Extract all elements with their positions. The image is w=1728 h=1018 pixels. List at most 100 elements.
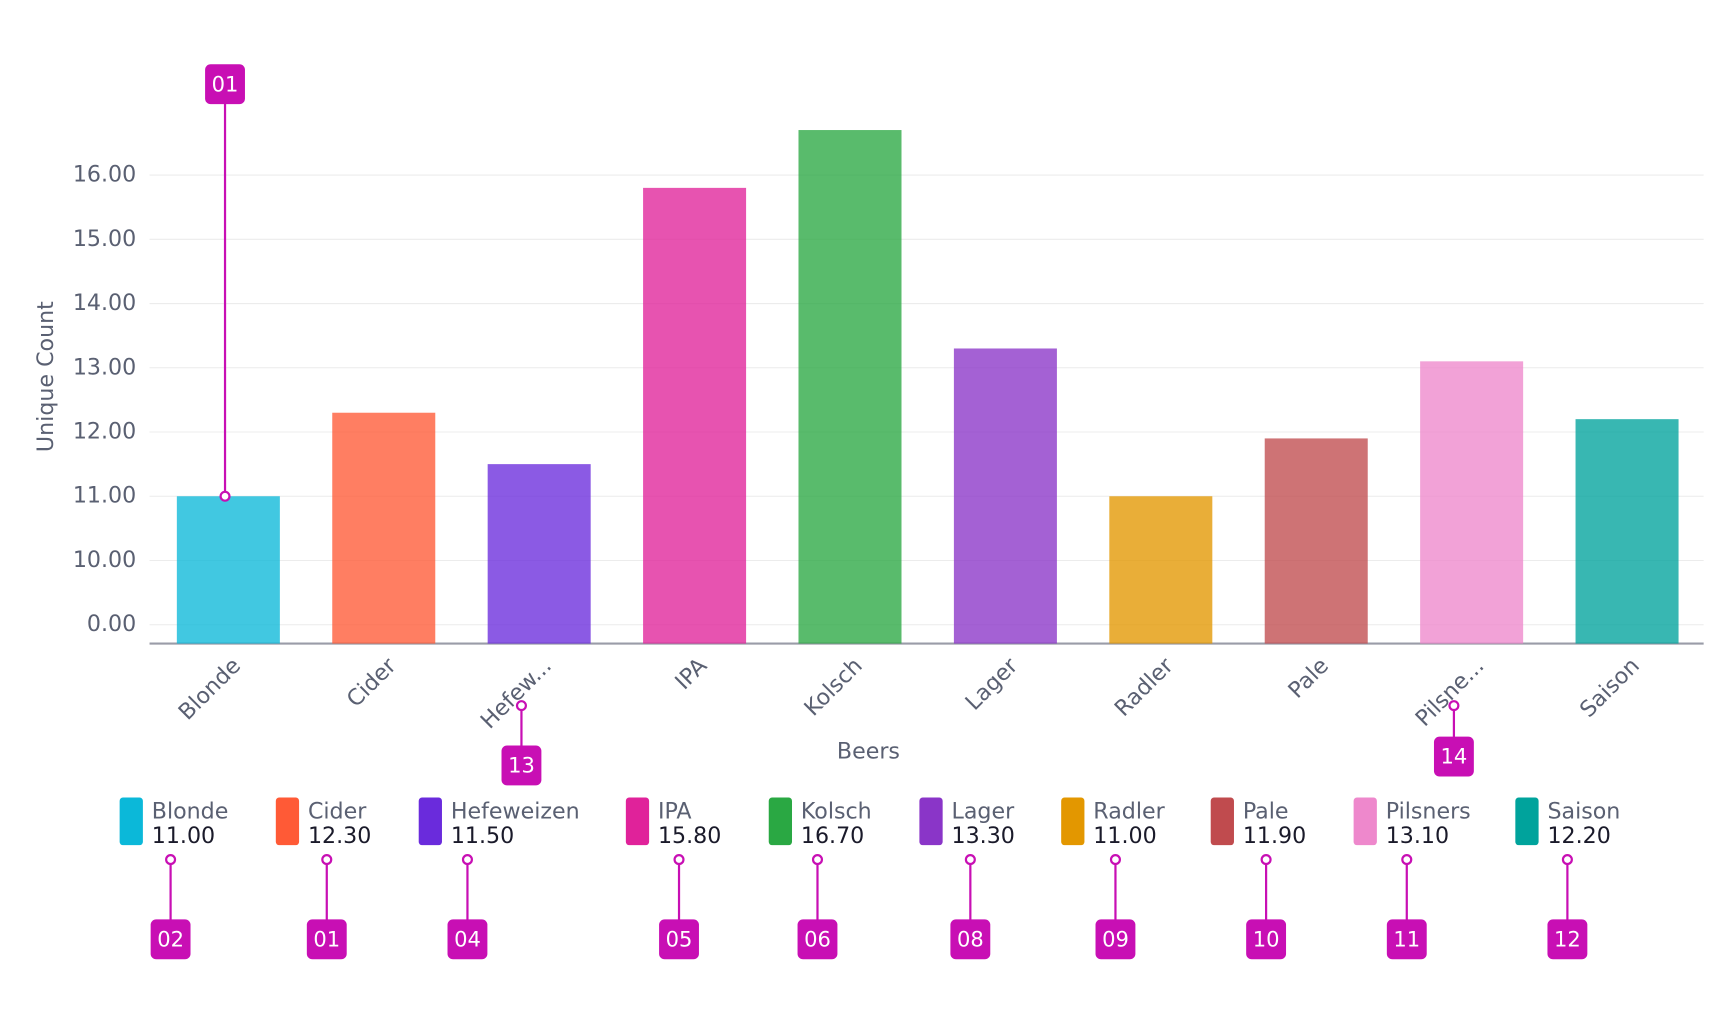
y-tick-label: 11.00: [73, 483, 136, 509]
y-tick-label: 0.00: [87, 611, 136, 637]
annotation-badge: [501, 745, 542, 786]
legend-value: 12.20: [1547, 823, 1610, 849]
annotation-dot: [673, 854, 685, 866]
x-tick-label: Cider: [342, 652, 402, 712]
annotation-label: 01: [313, 926, 340, 951]
annotation-label: 05: [666, 926, 693, 951]
annotation-label: 04: [454, 926, 481, 951]
legend-value: 13.30: [952, 823, 1015, 849]
annotation-badge: [797, 919, 838, 960]
annotation-label: 13: [508, 753, 535, 778]
x-tick-label: IPA: [670, 653, 712, 695]
legend-label: Lager: [952, 798, 1016, 824]
x-tick-label: Blonde: [173, 653, 246, 726]
annotation-badge: [1547, 919, 1588, 960]
annotation-dot: [1561, 854, 1573, 866]
bar: [176, 496, 280, 644]
annotation-dot: [811, 854, 824, 866]
y-tick-label: 12.00: [73, 419, 136, 445]
legend-swatch: [625, 797, 650, 846]
bar: [953, 348, 1057, 644]
annotation-label: 12: [1554, 926, 1581, 951]
bar: [798, 130, 902, 644]
bar: [1264, 438, 1368, 644]
legend-label: Radler: [1093, 798, 1165, 824]
annotation-label: 10: [1253, 926, 1280, 951]
x-axis-label: Beers: [837, 739, 900, 765]
y-tick-label: 14.00: [73, 290, 136, 316]
annotation-dot: [1401, 854, 1413, 866]
annotation-badge: [306, 919, 347, 960]
legend-label: Kolsch: [801, 798, 872, 824]
annotation-dot: [1109, 854, 1121, 866]
annotation-dot: [515, 700, 527, 712]
y-tick-label: 15.00: [73, 226, 136, 252]
annotation-label: 01: [212, 71, 239, 96]
chart-area: Unique Count Beers 0.00 10.00 11.00 12.00 13…: [33, 64, 1704, 960]
x-tick-label: Pale: [1283, 653, 1334, 704]
bar: [1575, 419, 1679, 644]
annotation-badge: [150, 919, 191, 960]
annotation-badge: [447, 919, 488, 960]
legend-value: 12.30: [308, 823, 371, 849]
annotation-badge: [1246, 919, 1287, 960]
annotation-label: 11: [1393, 926, 1420, 951]
annotation-label: 14: [1441, 744, 1468, 769]
annotation-dot: [219, 490, 231, 502]
annotation-dot: [321, 854, 333, 866]
legend-value: 11.00: [1093, 823, 1156, 849]
x-tick-label: Kolsch: [799, 653, 867, 721]
annotation-dot: [1448, 700, 1460, 712]
annotation-label: 02: [157, 926, 184, 951]
y-tick-label: 16.00: [73, 162, 136, 188]
legend-swatch: [119, 797, 143, 846]
legend-swatch: [1061, 797, 1085, 846]
bar: [643, 187, 747, 644]
bar: [487, 464, 591, 644]
annotation-badge: [1095, 919, 1136, 960]
legend-value: 11.50: [451, 823, 514, 849]
annotation-label: 06: [804, 926, 831, 951]
legend-value: 13.10: [1386, 823, 1449, 849]
legend-swatch: [1210, 797, 1234, 846]
legend-value: 15.80: [658, 823, 721, 849]
legend-label: Pilsners: [1386, 798, 1471, 824]
legend-value: 16.70: [801, 823, 864, 849]
y-axis-label: Unique Count: [33, 301, 59, 452]
legend-label: Saison: [1547, 798, 1620, 824]
x-tick-label: Hefew...: [476, 653, 557, 734]
legend-swatch: [1353, 797, 1377, 846]
annotation-badge: [659, 919, 699, 960]
annotation-dot: [165, 854, 177, 866]
annotation-badge: [205, 64, 245, 105]
legend-swatch: [418, 797, 442, 846]
annotation-badge: [1386, 919, 1427, 960]
legend-label: Blonde: [152, 798, 229, 824]
annotation-label: 09: [1102, 926, 1129, 951]
legend-swatch: [919, 797, 943, 846]
y-tick-label: 10.00: [73, 547, 136, 573]
annotation-badge: [1433, 736, 1474, 777]
y-tick-label: 13.00: [73, 354, 136, 380]
legend-label: Pale: [1243, 798, 1289, 824]
legend-swatch: [1515, 797, 1539, 846]
legend-label: IPA: [658, 798, 692, 824]
legend-value: 11.00: [152, 823, 215, 849]
legend-swatch: [275, 797, 300, 846]
x-tick-label: Pilsne...: [1411, 653, 1490, 732]
x-tick-label: Saison: [1575, 653, 1645, 723]
x-tick-label: Lager: [960, 652, 1023, 715]
bar: [1109, 496, 1213, 644]
bar: [332, 412, 436, 644]
annotation-dot: [1260, 854, 1272, 866]
annotation-dot: [964, 854, 976, 866]
legend-label: Cider: [308, 798, 367, 824]
legend-swatch: [768, 797, 793, 846]
annotation-dot: [461, 854, 473, 866]
legend-value: 11.90: [1243, 823, 1306, 849]
bar: [1420, 361, 1524, 644]
annotation-badge: [950, 919, 991, 960]
x-tick-label: Radler: [1110, 652, 1180, 722]
